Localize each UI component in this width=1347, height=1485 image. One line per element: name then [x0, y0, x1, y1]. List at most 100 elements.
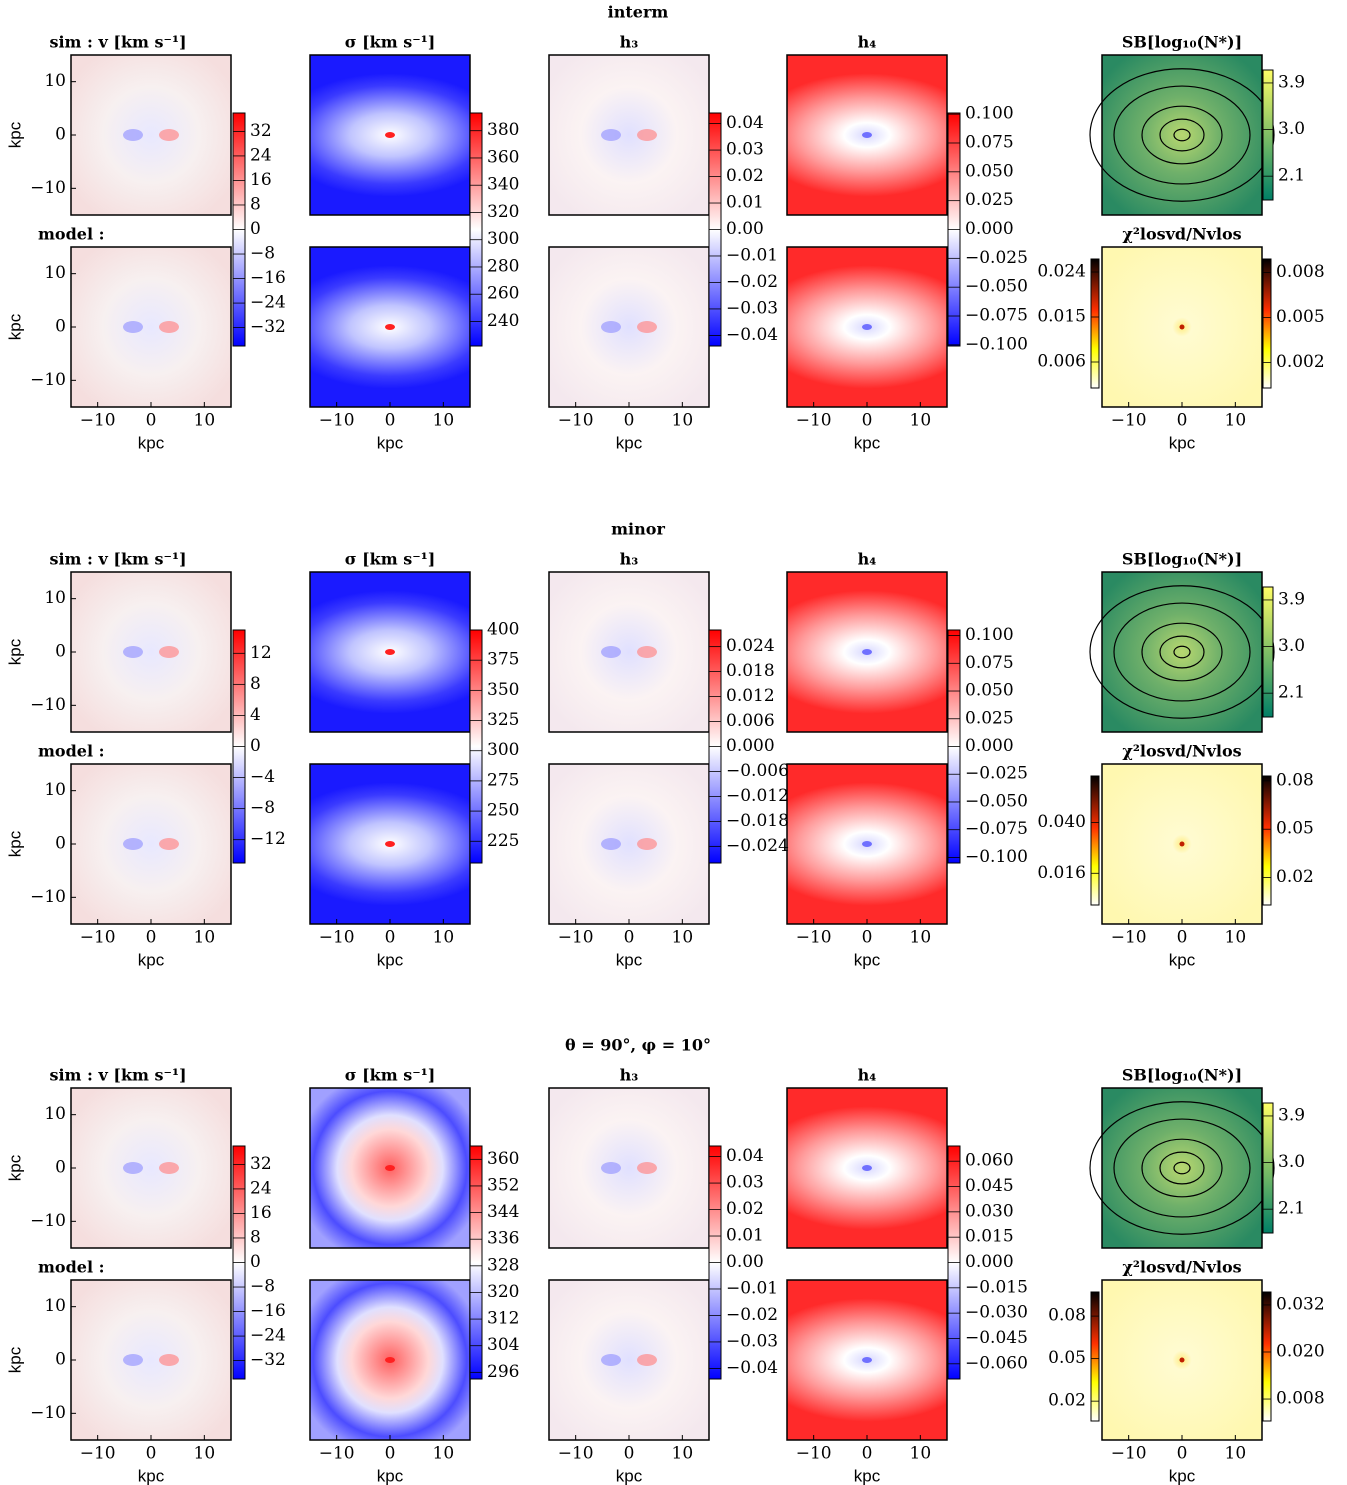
y-tick-label: 0	[55, 317, 66, 337]
colorbar-tick-label: 8	[250, 674, 261, 694]
colorbar-tick-label: 260	[487, 284, 519, 304]
colorbar-tick-label: 296	[487, 1362, 519, 1382]
colorbar-tick-label: −32	[250, 1350, 286, 1370]
colorbar-tick-label: −0.03	[726, 1331, 778, 1351]
map-feature	[159, 129, 179, 141]
colorbar-tick-label: 0.045	[965, 1176, 1014, 1196]
map-feature	[385, 132, 395, 138]
x-tick-label: 0	[862, 411, 873, 431]
y-tick-label: −10	[30, 178, 66, 198]
colorbar-tick-label: −0.03	[726, 298, 778, 318]
colorbar-tick-label: 0.008	[1276, 1389, 1325, 1409]
colorbar-tick-label: 0.016	[1037, 863, 1086, 883]
panel-title: σ [km s⁻¹]	[345, 33, 436, 52]
map-feature	[159, 1354, 179, 1366]
panel-title: χ²losvd/Nvlos	[1122, 742, 1241, 761]
map-feature	[862, 132, 872, 138]
colorbar-tick-label: 8	[250, 194, 261, 214]
x-tick-label: 0	[862, 928, 873, 948]
x-tick-label: 0	[146, 928, 157, 948]
contour	[1141, 105, 1223, 165]
panel-title: sim : v [km s⁻¹]	[49, 33, 186, 52]
y-tick-label: 10	[44, 1296, 66, 1316]
colorbar-tick-label: 280	[487, 256, 519, 276]
colorbar-tick-label: 320	[487, 1282, 519, 1302]
colorbar-tick-label: 8	[250, 1227, 261, 1247]
colorbar-tick-label: −0.02	[726, 1305, 778, 1325]
contour	[1089, 68, 1275, 202]
colorbar-tick-label: 0.03	[726, 1173, 764, 1193]
x-tick-label: −10	[796, 1444, 832, 1464]
colorbar-tick-label: −0.02	[726, 272, 778, 292]
map-feature	[862, 1357, 872, 1363]
panel-title: h₄	[858, 1066, 877, 1085]
map-image	[1102, 1088, 1262, 1248]
y-axis-label: kpc	[5, 1346, 24, 1373]
x-axis-label: kpc	[138, 1466, 165, 1485]
colorbar-tick-label: 0	[250, 736, 261, 756]
colorbar-tick-label: 0.002	[1276, 352, 1325, 372]
colorbar-tick-label: −0.01	[726, 1278, 778, 1298]
map-image	[71, 1088, 231, 1248]
block-title: interm	[608, 3, 669, 22]
map-image	[1102, 55, 1262, 215]
map-feature	[1179, 841, 1185, 847]
x-tick-label: 0	[385, 1444, 396, 1464]
map-feature	[123, 838, 143, 850]
colorbar-tick-label: 380	[487, 120, 519, 140]
x-axis-label: kpc	[616, 950, 643, 969]
map-feature	[159, 1162, 179, 1174]
x-tick-label: −10	[558, 928, 594, 948]
map-frame	[1101, 54, 1263, 216]
colorbar-tick-label: −12	[250, 829, 286, 849]
colorbar	[1262, 1102, 1274, 1234]
map-image	[71, 247, 231, 407]
panel-title: χ²losvd/Nvlos	[1122, 1258, 1241, 1277]
colorbar	[1262, 1291, 1272, 1422]
colorbar	[1090, 1291, 1100, 1422]
y-axis-label: kpc	[5, 121, 24, 148]
colorbar-tick-label: 24	[250, 145, 272, 165]
y-tick-label: −10	[30, 1211, 66, 1231]
y-tick-label: 0	[55, 642, 66, 662]
colorbar-tick-label: 304	[487, 1335, 519, 1355]
colorbar-tick-label: −8	[250, 1277, 275, 1297]
map-image	[71, 764, 231, 924]
block-title: θ = 90°, φ = 10°	[565, 1036, 711, 1055]
y-tick-label: −10	[30, 370, 66, 390]
colorbar-tick-label: 360	[487, 147, 519, 167]
colorbar	[469, 112, 483, 347]
x-tick-label: 10	[194, 1444, 216, 1464]
colorbar-tick-label: −8	[250, 798, 275, 818]
colorbar-tick-label: 0.024	[726, 636, 775, 656]
map-feature	[601, 838, 621, 850]
x-tick-label: 10	[194, 928, 216, 948]
x-tick-label: −10	[80, 1444, 116, 1464]
map-feature	[385, 1165, 395, 1171]
colorbar	[1262, 258, 1272, 389]
contour	[1173, 128, 1191, 142]
x-axis-label: kpc	[377, 950, 404, 969]
x-tick-label: 10	[672, 928, 694, 948]
x-axis-label: kpc	[854, 1466, 881, 1485]
panel-title: sim : v [km s⁻¹]	[49, 550, 186, 569]
x-tick-label: −10	[80, 411, 116, 431]
x-tick-label: 0	[624, 1444, 635, 1464]
panel-title: h₄	[858, 550, 877, 569]
colorbar-tick-label: 3.9	[1278, 1105, 1305, 1125]
map-feature	[601, 1354, 621, 1366]
colorbar-tick-label: −0.012	[726, 786, 789, 806]
panel-title: h₃	[620, 550, 639, 569]
map-image	[549, 1280, 709, 1440]
map-feature	[385, 1357, 395, 1363]
colorbar-tick-label: −16	[250, 268, 286, 288]
colorbar-tick-label: 3.0	[1278, 119, 1305, 139]
colorbar-tick-label: 0.03	[726, 140, 764, 160]
colorbar-tick-label: −0.04	[726, 325, 778, 345]
map-feature	[637, 646, 657, 658]
colorbar-tick-label: 0.075	[965, 132, 1014, 152]
colorbar-tick-label: 0.000	[965, 1252, 1014, 1272]
x-tick-label: 10	[672, 1444, 694, 1464]
x-tick-label: −10	[796, 411, 832, 431]
colorbar	[1090, 258, 1100, 389]
